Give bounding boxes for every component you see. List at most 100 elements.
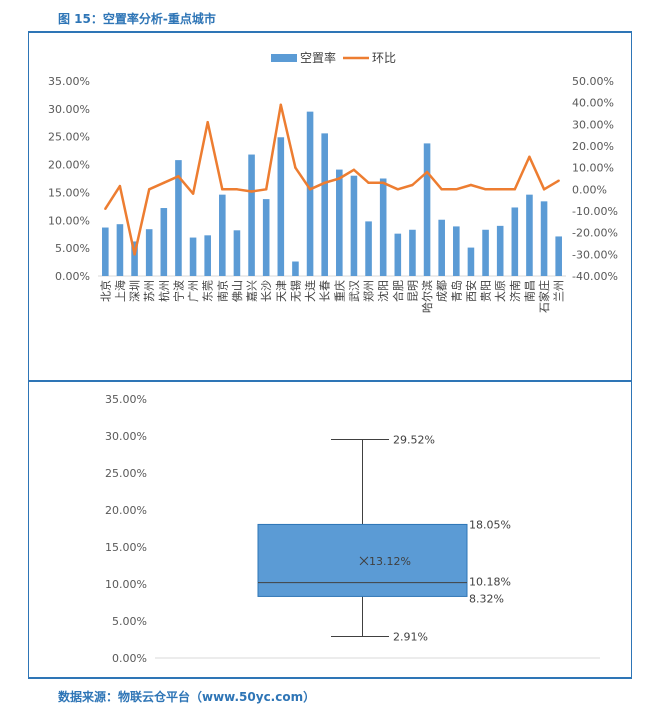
category-label: 无锡 — [288, 280, 302, 302]
line-point-郑州 — [367, 181, 370, 185]
left-axis-tick-label: 15.00% — [48, 186, 90, 199]
right-axis-tick-label: -10.00% — [572, 205, 618, 218]
bar-佛山 — [233, 230, 241, 276]
category-label: 苏州 — [143, 280, 156, 302]
line-point-南京 — [221, 188, 224, 191]
category-label: 西安 — [464, 280, 478, 302]
category-label: 嘉兴 — [245, 280, 259, 302]
mean-label: 13.12% — [369, 555, 411, 568]
bar-宁波 — [175, 160, 182, 276]
bar-深圳 — [131, 241, 138, 276]
right-axis-tick-label: 0.00% — [572, 183, 607, 196]
bar-大连 — [306, 111, 314, 277]
category-label: 太原 — [494, 280, 507, 302]
bar-南昌 — [526, 194, 533, 276]
category-label: 上海 — [113, 280, 127, 302]
right-axis-tick-label: 30.00% — [572, 118, 614, 131]
q3-label: 18.05% — [469, 518, 511, 531]
category-label: 合肥 — [391, 280, 405, 302]
bar-贵阳 — [482, 229, 489, 276]
left-axis-tick-label: 30.00% — [48, 103, 90, 116]
bar-天津 — [277, 137, 285, 276]
line-point-青岛 — [455, 188, 458, 191]
combo-chart: 0.00% 5.00% 10.00% 15.00% 20.00% 25.00% 30.00%… — [48, 50, 618, 313]
category-label: 南昌 — [523, 280, 536, 302]
line-point-沈阳 — [381, 181, 385, 185]
category-label: 深圳 — [129, 280, 142, 302]
right-axis-tick-label: 10.00% — [572, 162, 614, 175]
y-axis-tick-label: 5.00% — [112, 615, 147, 628]
right-axis-tick-label: -20.00% — [572, 227, 618, 240]
line-point-南昌 — [528, 155, 531, 159]
line-point-东莞 — [206, 120, 209, 124]
line-point-贵阳 — [484, 188, 487, 191]
category-label: 昆明 — [406, 280, 419, 302]
line-point-上海 — [118, 184, 122, 188]
category-label: 广州 — [187, 280, 200, 302]
y-axis-tick-label: 0.00% — [112, 652, 147, 665]
line-point-哈尔滨 — [425, 170, 429, 174]
combo-chart-frame — [28, 33, 632, 380]
line-point-石家庄 — [542, 188, 546, 191]
line-point-广州 — [191, 192, 195, 195]
line-point-深圳 — [133, 253, 136, 256]
category-label: 贵阳 — [480, 280, 493, 302]
category-label: 南京 — [215, 280, 229, 302]
left-axis-tick-label: 20.00% — [48, 159, 90, 172]
median-label: 10.18% — [469, 576, 511, 589]
category-label: 宁波 — [171, 280, 185, 302]
bar-南京 — [219, 194, 226, 276]
top-rule — [28, 31, 632, 33]
category-label: 济南 — [508, 280, 522, 302]
bar-沈阳 — [379, 178, 387, 276]
bar-上海 — [116, 224, 124, 276]
bar-合肥 — [394, 233, 402, 276]
bar-东莞 — [204, 235, 211, 276]
line-series-环比 — [104, 103, 560, 256]
bar-昆明 — [409, 229, 416, 276]
category-label: 北京 — [98, 280, 112, 302]
category-label: 兰州 — [553, 280, 566, 302]
bar-苏州 — [145, 229, 153, 276]
y-axis-tick-label: 30.00% — [105, 430, 147, 443]
bar-北京 — [102, 227, 109, 276]
category-label: 郑州 — [362, 280, 376, 302]
y-axis-tick-label: 10.00% — [105, 578, 147, 591]
bar-兰州 — [555, 236, 562, 276]
category-label: 重庆 — [332, 280, 346, 302]
bar-武汉 — [350, 175, 358, 276]
line-point-佛山 — [235, 188, 239, 191]
box-plot: 0.00% 5.00% 10.00% 15.00% 20.00% 25.00% 30.00%… — [105, 393, 600, 665]
line-point-合肥 — [396, 188, 400, 191]
line-point-济南 — [513, 188, 517, 191]
bar-嘉兴 — [248, 154, 255, 276]
middle-rule — [28, 380, 632, 382]
y-axis-tick-label: 15.00% — [105, 541, 147, 554]
category-label: 武汉 — [348, 280, 361, 302]
bar-无锡 — [292, 261, 299, 276]
category-label: 大连 — [303, 280, 317, 302]
bar-石家庄 — [540, 201, 548, 276]
source-note: 数据来源：物联云仓平台（www.50yc.com） — [58, 690, 316, 704]
line-point-大连 — [308, 188, 312, 191]
legend-bar-swatch — [271, 54, 297, 62]
bar-杭州 — [160, 208, 168, 276]
bar-西安 — [467, 247, 475, 276]
line-point-重庆 — [338, 177, 341, 180]
category-label: 青岛 — [449, 280, 463, 302]
left-axis-tick-label: 10.00% — [48, 214, 90, 227]
min-label: 2.91% — [393, 630, 428, 643]
bar-成都 — [438, 219, 445, 276]
mean-marker — [359, 556, 369, 566]
bar-广州 — [189, 237, 197, 276]
category-label: 长春 — [319, 280, 332, 302]
bar-郑州 — [365, 221, 372, 276]
figure-title: 图 15：空置率分析-重点城市 — [58, 12, 216, 26]
category-label: 天津 — [275, 280, 288, 302]
line-point-苏州 — [147, 188, 151, 191]
line-point-成都 — [440, 188, 443, 191]
box-chart-frame — [28, 382, 632, 677]
right-axis-tick-label: 20.00% — [572, 140, 614, 153]
line-point-西安 — [469, 183, 473, 187]
bar-长春 — [321, 133, 328, 276]
